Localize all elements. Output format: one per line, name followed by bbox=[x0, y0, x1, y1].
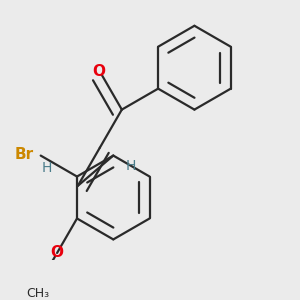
Text: O: O bbox=[51, 245, 64, 260]
Text: Br: Br bbox=[15, 147, 34, 162]
Text: H: H bbox=[42, 161, 52, 175]
Text: O: O bbox=[93, 64, 106, 80]
Text: CH₃: CH₃ bbox=[27, 287, 50, 300]
Text: H: H bbox=[125, 158, 136, 172]
